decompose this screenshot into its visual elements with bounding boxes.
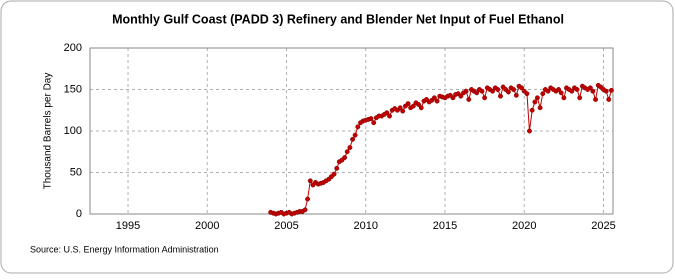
point — [606, 97, 612, 102]
y-tick-label: 200 — [64, 42, 82, 54]
point — [569, 88, 575, 94]
point — [495, 87, 501, 92]
source: Source: U.S. Energy Information Administ… — [30, 244, 219, 254]
point — [405, 101, 411, 107]
point — [545, 88, 551, 94]
y-tick-label: 100 — [64, 125, 82, 137]
point — [590, 88, 596, 94]
plot-border — [89, 47, 614, 215]
point — [410, 103, 416, 109]
x-tick-label: 2010 — [354, 220, 378, 232]
point — [561, 95, 567, 101]
point — [466, 97, 472, 102]
point — [352, 132, 358, 138]
frame — [0, 0, 674, 274]
point — [529, 107, 535, 113]
point — [302, 207, 308, 213]
point — [334, 165, 340, 171]
point — [474, 90, 480, 96]
point — [537, 105, 543, 111]
point — [574, 87, 580, 92]
x-tick-label: 1995 — [116, 220, 140, 232]
point — [416, 101, 421, 107]
y-axis-label: Thousand Barrels per Day — [43, 73, 54, 190]
point — [513, 92, 519, 98]
point — [431, 95, 437, 101]
point — [479, 88, 485, 94]
point — [434, 98, 440, 104]
point — [540, 91, 546, 97]
chart-title: Monthly Gulf Coast (PADD 3) Refinery and… — [112, 12, 564, 26]
point — [347, 145, 353, 151]
point — [511, 87, 517, 92]
point — [608, 87, 614, 93]
x-tick-label: 2015 — [433, 220, 457, 232]
point — [482, 95, 488, 101]
point — [519, 85, 525, 91]
point — [307, 178, 313, 184]
x-tick-label: 2000 — [195, 220, 219, 232]
point — [350, 136, 356, 142]
x-tick-label: 2025 — [591, 220, 615, 232]
point — [418, 105, 424, 111]
point — [505, 89, 511, 95]
y-tick-label: 150 — [64, 83, 82, 95]
point — [387, 113, 392, 119]
point — [344, 149, 350, 155]
point — [371, 120, 377, 126]
point — [490, 88, 496, 94]
point — [331, 171, 337, 177]
y-tick-label: 50 — [70, 166, 82, 178]
point — [384, 110, 390, 116]
point — [577, 95, 583, 101]
point — [450, 95, 456, 101]
point — [397, 105, 403, 111]
point — [400, 108, 406, 114]
point — [587, 85, 593, 91]
point — [532, 99, 538, 105]
point — [603, 88, 609, 94]
point — [556, 87, 562, 92]
point — [355, 124, 361, 130]
x-tick-label: 2020 — [512, 220, 536, 232]
point — [463, 88, 469, 94]
point — [305, 196, 311, 202]
point — [558, 90, 564, 96]
point — [593, 97, 599, 102]
point — [524, 91, 530, 97]
x-tick-label: 2005 — [274, 220, 298, 232]
point — [342, 155, 348, 161]
point — [527, 128, 532, 134]
point — [368, 116, 374, 122]
point — [458, 93, 464, 99]
y-tick-label: 0 — [76, 208, 82, 220]
point — [498, 93, 503, 99]
point — [534, 95, 540, 101]
